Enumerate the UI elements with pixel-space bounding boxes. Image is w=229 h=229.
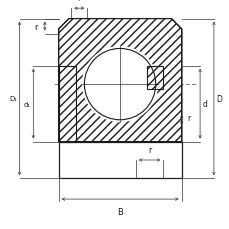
Text: D₁: D₁ — [9, 96, 17, 102]
Text: r: r — [77, 0, 81, 3]
Text: r: r — [35, 22, 38, 31]
Circle shape — [82, 47, 157, 122]
Polygon shape — [58, 19, 181, 142]
Bar — [58, 142, 181, 179]
Polygon shape — [147, 66, 163, 89]
Text: r: r — [187, 113, 190, 123]
Polygon shape — [58, 66, 76, 142]
Text: D: D — [215, 95, 221, 104]
Polygon shape — [58, 19, 181, 142]
Text: d: d — [202, 100, 206, 109]
Text: B: B — [117, 207, 123, 216]
Text: r: r — [147, 146, 150, 155]
Text: d₁: d₁ — [24, 101, 31, 107]
